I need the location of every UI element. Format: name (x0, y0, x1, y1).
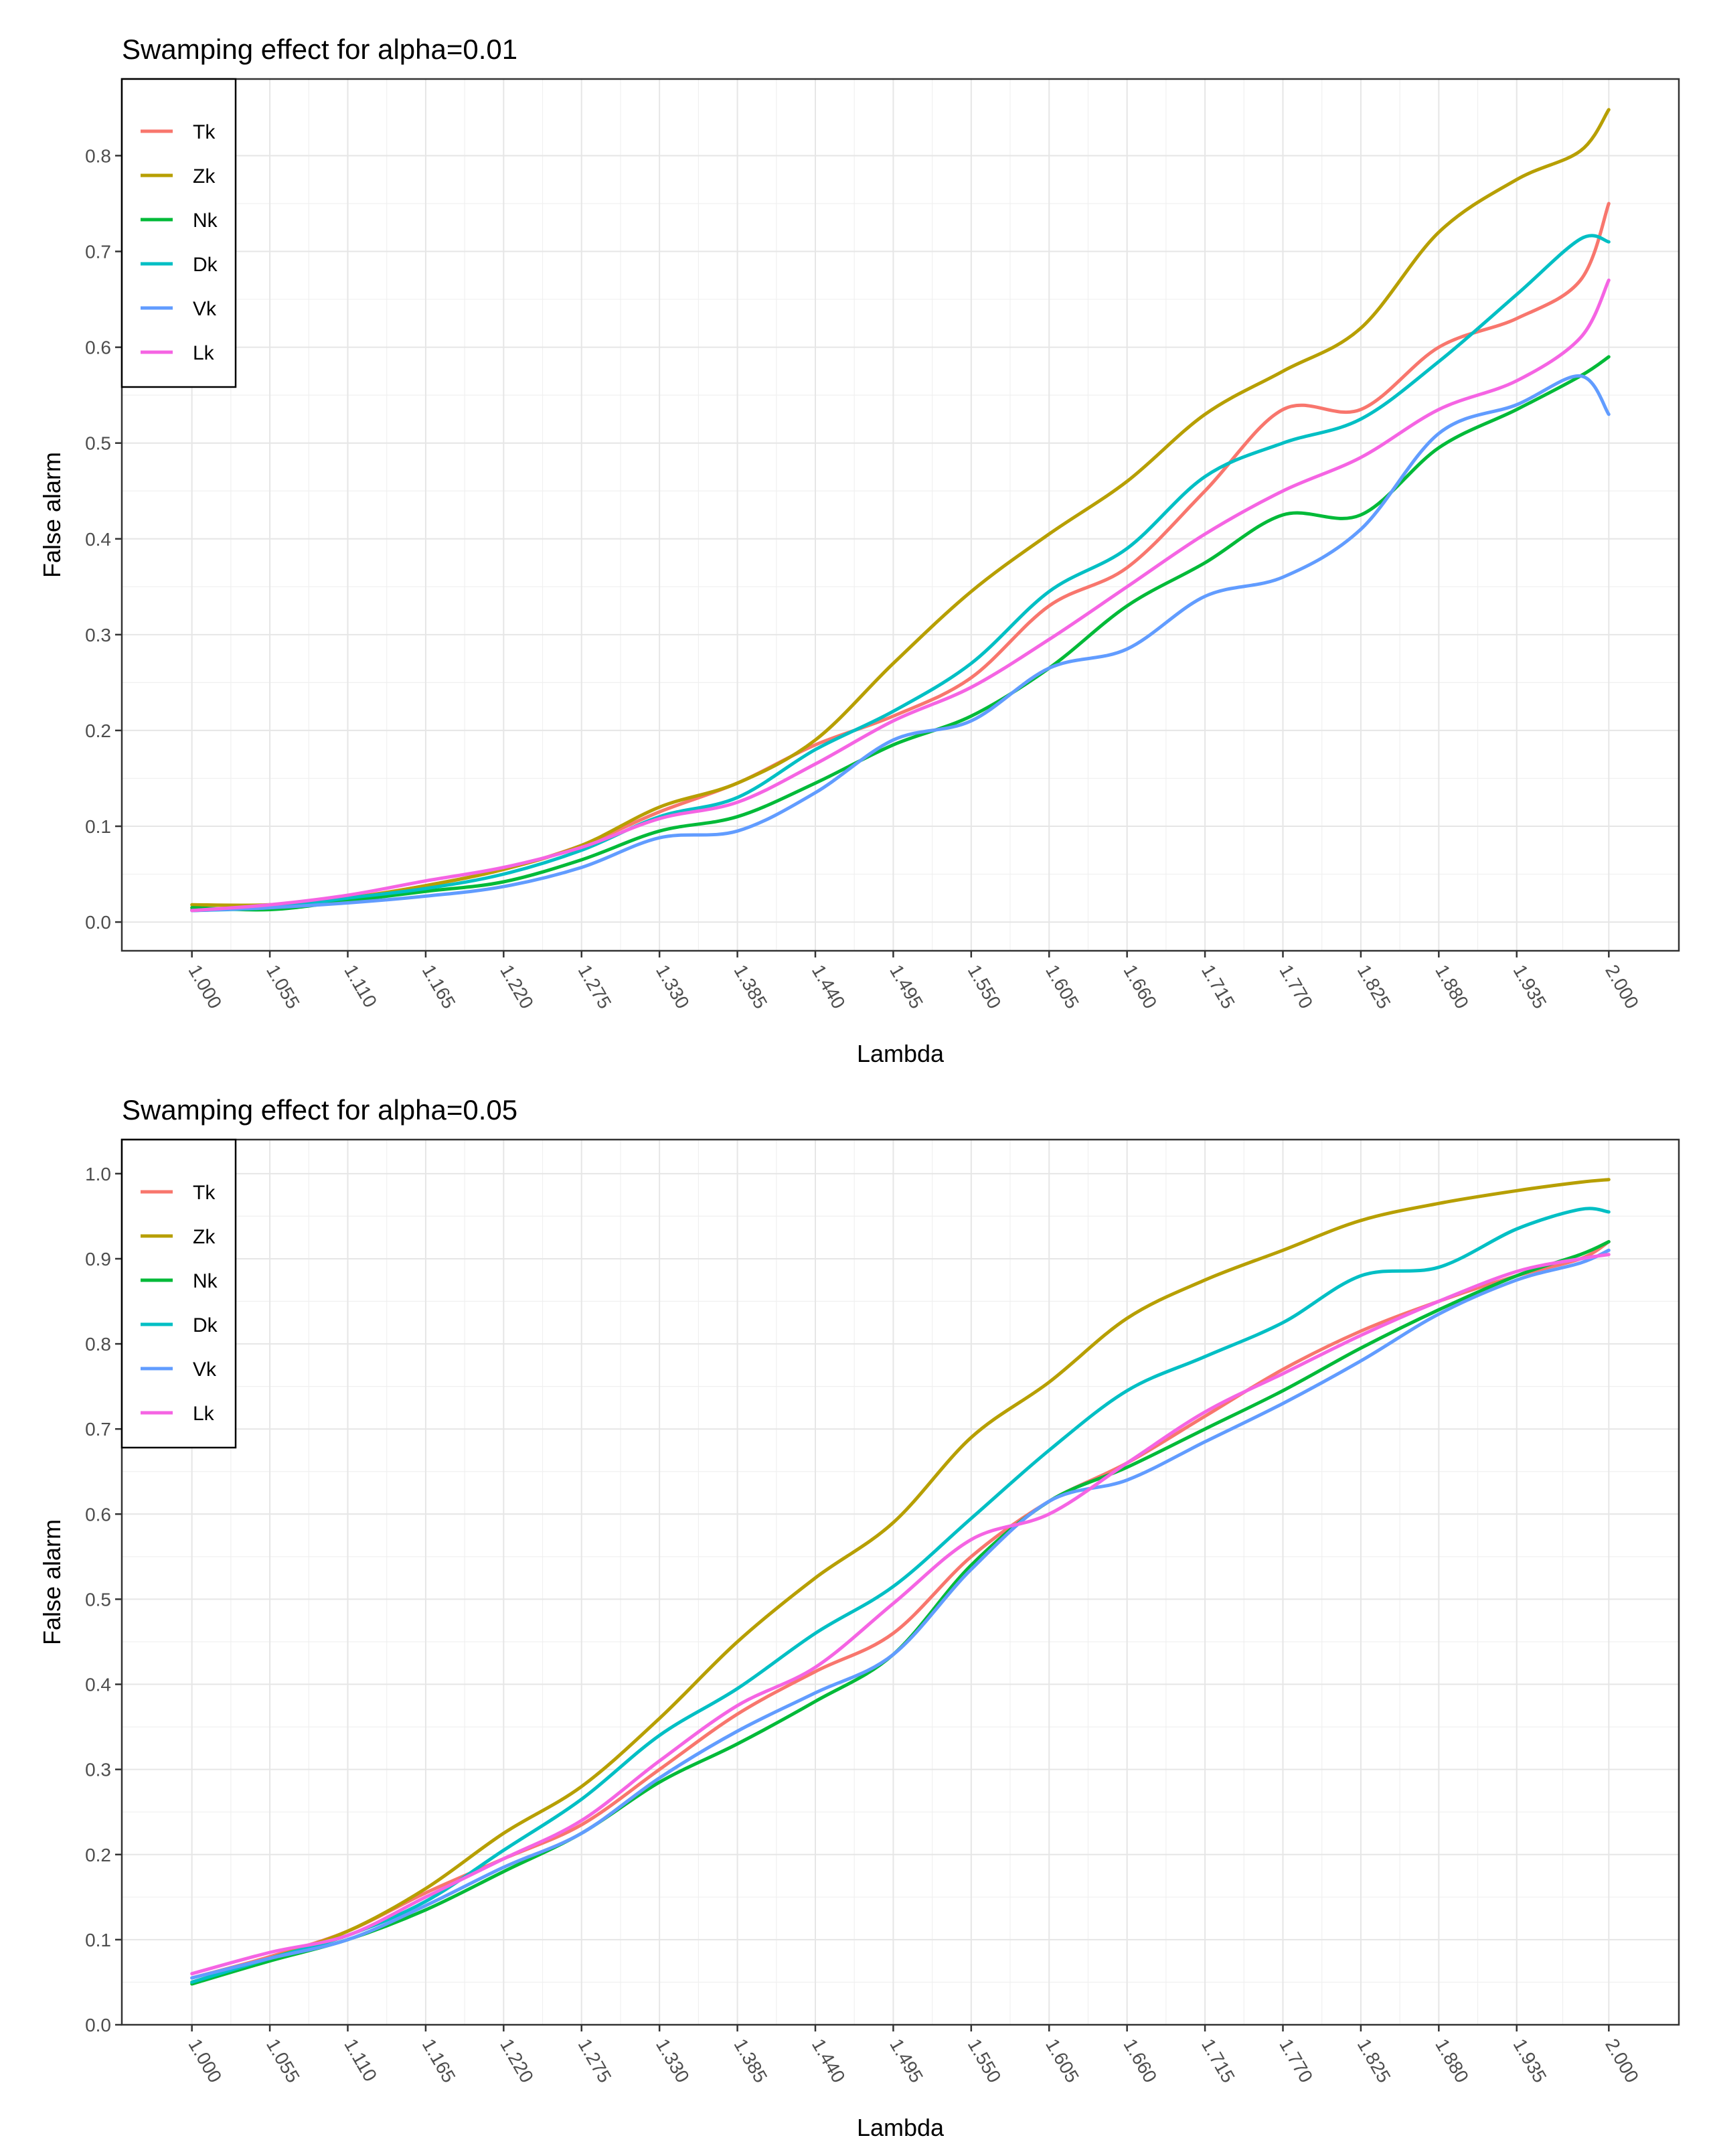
y-tick-label: 0.0 (85, 2015, 111, 2035)
legend-label-tk: Tk (193, 121, 216, 143)
series-line-dk (190, 234, 1611, 913)
chart-alpha-005: Swamping effect for alpha=0.05 0.0 0.1 0.2… (38, 1094, 1680, 2141)
series-lines (190, 1178, 1611, 1986)
chart-title: Swamping effect for alpha=0.01 (122, 33, 517, 65)
y-tick-label: 0.3 (85, 1760, 111, 1780)
y-tick-label: 0.1 (85, 1930, 111, 1950)
y-ticks: 0.0 0.1 0.2 0.3 0.4 0.5 0.6 0.7 0.8 0.9 1.0 (85, 1164, 122, 2035)
y-tick-label: 0.5 (85, 1589, 111, 1610)
y-tick-label: 0.6 (85, 1504, 111, 1525)
legend-box (120, 78, 237, 388)
y-axis-label: False alarm (38, 1519, 66, 1645)
series-line-tk (190, 1240, 1611, 1980)
plot-panel-border (120, 1138, 1680, 2026)
legend-label-vk: Vk (193, 298, 217, 320)
series-line-zk (190, 1178, 1611, 1984)
legend-label-zk: Zk (193, 165, 216, 187)
chart-title: Swamping effect for alpha=0.05 (122, 1094, 517, 1126)
y-axis-label: False alarm (38, 452, 66, 578)
y-tick-label: 0.4 (85, 529, 111, 550)
legend-label-nk: Nk (193, 1270, 218, 1292)
legend-label-dk: Dk (193, 254, 218, 276)
legend-label-lk: Lk (193, 342, 215, 364)
y-tick-label: 0.6 (85, 337, 111, 358)
y-tick-label: 0.0 (85, 912, 111, 933)
series-line-zk (190, 108, 1611, 907)
series-lines (190, 108, 1611, 913)
legend-label-lk: Lk (193, 1403, 215, 1425)
series-line-lk (190, 279, 1611, 913)
y-tick-label: 0.1 (85, 816, 111, 837)
legend-label-nk: Nk (193, 210, 218, 232)
y-tick-label: 0.7 (85, 242, 111, 262)
legend-box (120, 1138, 237, 1449)
legend: Tk Zk Nk Dk Vk Lk (120, 1138, 237, 1449)
legend-label-vk: Vk (193, 1359, 217, 1381)
x-axis-label: Lambda (857, 1040, 945, 1067)
series-line-vk (190, 1248, 1611, 1980)
legend: Tk Zk Nk Dk Vk Lk (120, 78, 237, 388)
y-tick-label: 0.8 (85, 1334, 111, 1355)
y-ticks: 0.0 0.1 0.2 0.3 0.4 0.5 0.6 0.7 0.8 (85, 145, 122, 933)
series-line-vk (190, 374, 1611, 913)
series-line-dk (190, 1207, 1611, 1984)
y-tick-label: 0.4 (85, 1675, 111, 1695)
y-tick-label: 0.8 (85, 145, 111, 166)
y-tick-label: 0.9 (85, 1249, 111, 1269)
y-tick-label: 0.5 (85, 433, 111, 454)
legend-label-dk: Dk (193, 1314, 218, 1336)
legend-label-tk: Tk (193, 1182, 216, 1204)
y-tick-label: 0.2 (85, 720, 111, 741)
x-axis-label: Lambda (857, 2114, 945, 2141)
y-tick-label: 0.7 (85, 1419, 111, 1440)
y-tick-label: 0.2 (85, 1845, 111, 1865)
legend-label-zk: Zk (193, 1226, 216, 1248)
y-tick-label: 1.0 (85, 1164, 111, 1184)
y-tick-label: 0.3 (85, 625, 111, 645)
plot-panel-border (120, 78, 1680, 952)
series-line-lk (190, 1253, 1611, 1976)
